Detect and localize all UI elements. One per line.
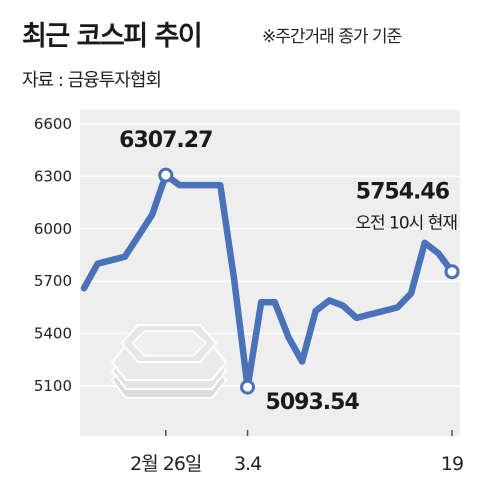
y-tick-label: 6000	[34, 220, 72, 238]
series-line	[80, 171, 456, 391]
point-marker	[240, 379, 256, 395]
coin-stack-icon	[110, 324, 228, 399]
y-axis-ticks: 5100 5400 5700 6000 6300 6600	[34, 115, 72, 395]
point-value-label: 5093.54	[266, 390, 360, 415]
x-tick-label: 19	[441, 453, 463, 475]
point-marker	[444, 264, 460, 280]
x-tick-label: 3.4	[234, 453, 262, 475]
y-tick-label: 5100	[34, 377, 72, 395]
chart-title: 최근 코스피 추이	[22, 21, 203, 52]
y-tick-label: 6300	[34, 167, 72, 185]
series-markers	[158, 167, 460, 395]
y-tick-label: 5400	[34, 325, 72, 343]
point-value-label: 6307.27	[119, 128, 212, 153]
point-sub-label: 오전 10시 현재	[355, 214, 457, 234]
x-axis-ticks: 2월 26일 3.4 19	[130, 430, 464, 475]
x-tick-label: 2월 26일	[130, 453, 201, 475]
chart-note: ※주간거래 종가 기준	[262, 27, 402, 47]
y-tick-label: 6600	[34, 115, 72, 133]
chart-source: 자료 : 금융투자협회	[22, 70, 162, 91]
data-annotations: 6307.27 5093.54 5754.46 오전 10시 현재	[119, 128, 458, 415]
y-tick-label: 5700	[34, 272, 72, 290]
point-value-label: 5754.46	[356, 180, 450, 205]
point-marker	[158, 167, 174, 183]
